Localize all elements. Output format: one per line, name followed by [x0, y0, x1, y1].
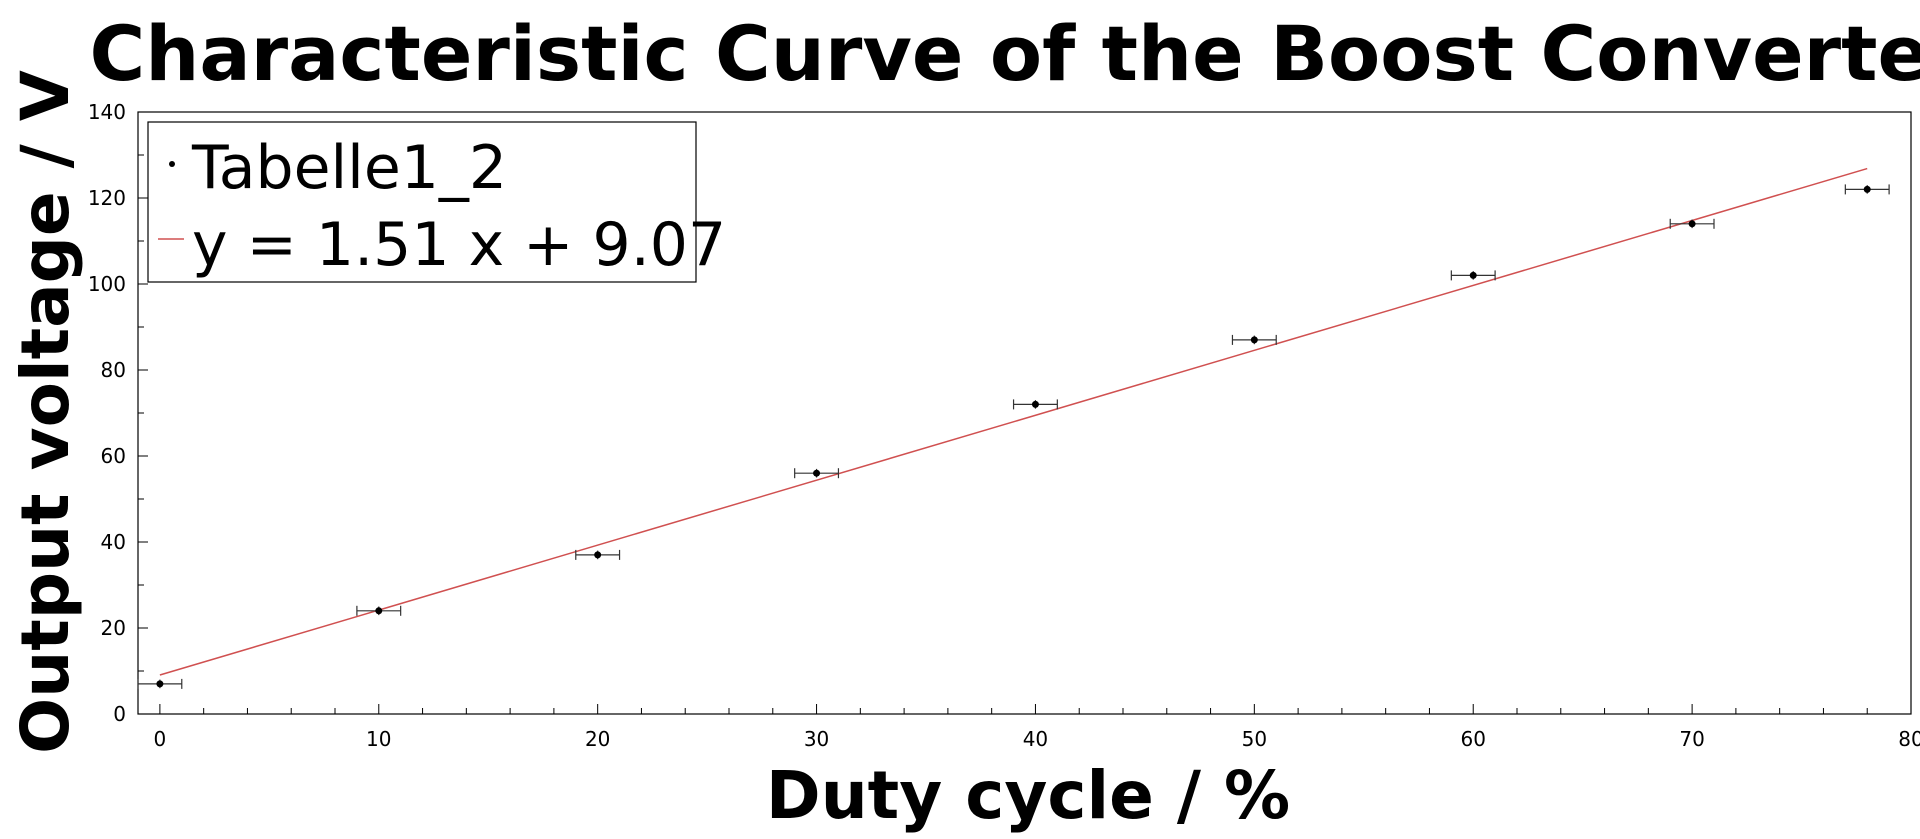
y-tick-label: 100	[88, 272, 126, 296]
data-point	[138, 679, 182, 689]
legend-marker-tabelle	[169, 161, 175, 167]
y-tick-label: 20	[101, 616, 126, 640]
data-marker	[1689, 220, 1696, 227]
x-tick-label: 60	[1460, 727, 1485, 751]
legend: Tabelle1_2 y = 1.51 x + 9.07	[148, 122, 726, 282]
y-tick-label: 120	[88, 186, 126, 210]
data-marker	[1470, 272, 1477, 279]
y-tick-label: 80	[101, 358, 126, 382]
data-point	[1670, 219, 1714, 229]
data-marker	[375, 607, 382, 614]
x-tick-label: 10	[366, 727, 391, 751]
data-point	[1845, 184, 1889, 194]
chart-title: Characteristic Curve of the Boost Conver…	[90, 9, 1920, 98]
data-marker	[813, 470, 820, 477]
x-tick-label: 40	[1023, 727, 1048, 751]
y-tick-label: 40	[101, 530, 126, 554]
data-marker	[156, 680, 163, 687]
data-marker	[1032, 401, 1039, 408]
y-axis-ticks: 0 20 40 60 80 100 120 140	[88, 100, 148, 726]
x-tick-label: 80	[1898, 727, 1920, 751]
x-axis-ticks: 0 10 20 30 40 50 60 70 80	[154, 704, 1920, 751]
x-tick-label: 30	[804, 727, 829, 751]
x-tick-label: 50	[1242, 727, 1267, 751]
y-axis-label: Output voltage / V	[7, 70, 84, 754]
data-point	[1014, 399, 1058, 409]
x-tick-label: 20	[585, 727, 610, 751]
x-tick-label: 70	[1679, 727, 1704, 751]
legend-label-tabelle: Tabelle1_2	[191, 133, 507, 203]
legend-label-fit: y = 1.51 x + 9.07	[192, 210, 726, 280]
y-tick-label: 140	[88, 100, 126, 124]
x-axis-label: Duty cycle / %	[766, 757, 1290, 834]
data-marker	[1251, 336, 1258, 343]
data-point	[1451, 270, 1495, 280]
x-tick-label: 0	[154, 727, 167, 751]
y-tick-label: 60	[101, 444, 126, 468]
data-point	[1232, 335, 1276, 345]
data-marker	[594, 551, 601, 558]
data-point	[795, 468, 839, 478]
data-point	[576, 550, 620, 560]
data-marker	[1864, 186, 1871, 193]
y-tick-label: 0	[113, 702, 126, 726]
